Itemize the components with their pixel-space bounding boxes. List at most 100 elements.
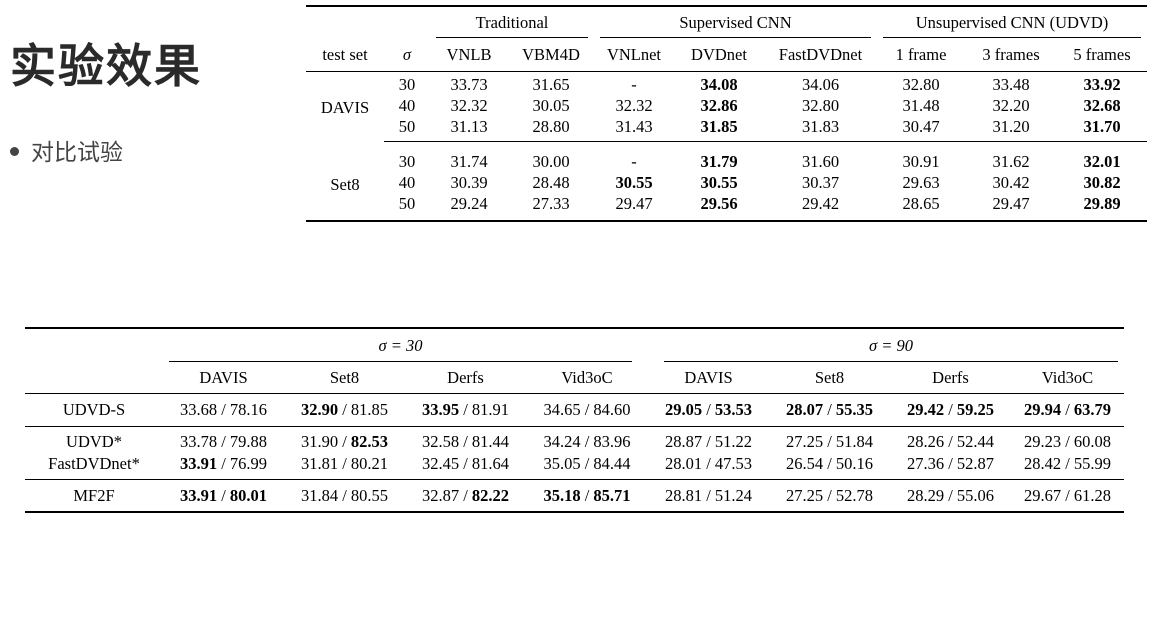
psnr-value: 31.81 — [300, 454, 339, 473]
value-cell: 30.55 — [615, 173, 653, 193]
separator: / — [217, 432, 230, 451]
group-header-row: σ = 30 σ = 90 — [25, 328, 1124, 362]
group-header: Traditional — [430, 8, 594, 38]
method-label: FastDVDnet* — [25, 453, 163, 480]
value-cell: 32.86 — [700, 95, 738, 115]
value-cell: 31.20 — [965, 116, 1057, 143]
value-cell: 31.62 — [992, 152, 1030, 172]
value-cell: 29.47 — [992, 193, 1030, 213]
separator: / — [580, 454, 594, 473]
value-cell: 33.68 / 78.16 — [163, 393, 284, 427]
ssim-value: 50.16 — [835, 454, 874, 473]
psnr-value: 29.42 — [906, 400, 945, 419]
psnr-value: 33.91 — [179, 454, 218, 473]
value-cell: 31.74 — [450, 152, 488, 172]
psnr-value: 28.29 — [906, 486, 945, 505]
separator: / — [459, 486, 472, 505]
value-cell: 34.06 — [801, 75, 840, 94]
ssim-value: 51.24 — [714, 486, 753, 505]
value-cell: 28.01 / 47.53 — [648, 453, 769, 480]
ssim-value: 59.25 — [956, 400, 995, 419]
psnr-value: 34.24 — [543, 432, 581, 451]
column-header: Derfs — [405, 362, 526, 394]
value-cell: 30.00 — [532, 152, 570, 172]
value-cell: 29.47 — [615, 193, 653, 213]
group-header: Unsupervised CNN (UDVD) — [877, 8, 1147, 38]
separator: / — [944, 454, 957, 473]
separator: / — [459, 454, 472, 473]
value-cell: 30.37 — [801, 173, 840, 193]
value-cell: 34.08 — [700, 75, 738, 94]
psnr-value: 29.67 — [1023, 486, 1062, 505]
value-cell: 29.42 — [801, 193, 840, 213]
value-cell: 28.26 / 52.44 — [890, 427, 1011, 454]
value-cell: 31.70 — [1057, 116, 1147, 143]
psnr-value: 29.94 — [1023, 400, 1062, 419]
ssim-value: 76.99 — [229, 454, 268, 473]
separator: / — [459, 432, 472, 451]
ssim-value: 52.87 — [956, 454, 995, 473]
value-cell: 30.39 — [450, 173, 488, 193]
results-table-ssim: σ = 30 σ = 90 DAVIS Set8 Derfs Vid3oC DA… — [25, 327, 1124, 513]
value-cell: 30.05 — [532, 95, 570, 115]
column-header: Set8 — [769, 362, 890, 394]
separator: / — [702, 454, 715, 473]
psnr-value: 32.58 — [421, 432, 460, 451]
separator: / — [217, 454, 230, 473]
method-label: UDVD-S — [25, 393, 163, 427]
psnr-value: 26.54 — [785, 454, 824, 473]
value-cell: 32.45 / 81.64 — [405, 453, 526, 480]
value-cell: - — [631, 152, 637, 172]
ssim-value: 61.28 — [1073, 486, 1112, 505]
value-cell: 34.24 / 83.96 — [526, 427, 648, 454]
column-header: 5 frames — [1057, 38, 1147, 72]
value-cell: 32.68 — [1083, 95, 1121, 115]
column-header: Vid3oC — [1011, 362, 1124, 394]
column-header: test set — [306, 38, 384, 72]
psnr-value: 35.18 — [543, 486, 581, 505]
value-cell: 29.56 — [700, 193, 738, 213]
value-cell: 32.32 — [450, 95, 488, 115]
results-table-sigma: Traditional Supervised CNN Unsupervised … — [306, 5, 1147, 222]
psnr-value: 28.81 — [664, 486, 703, 505]
value-cell: 27.33 — [532, 193, 570, 213]
separator: / — [1061, 486, 1074, 505]
ssim-value: 55.35 — [835, 400, 874, 419]
test-set-label: DAVIS — [320, 98, 370, 118]
psnr-value: 32.90 — [300, 400, 339, 419]
psnr-value: 28.87 — [664, 432, 703, 451]
separator: / — [823, 486, 836, 505]
ssim-value: 47.53 — [714, 454, 753, 473]
ssim-value: 81.85 — [350, 400, 389, 419]
value-cell: 34.65 / 84.60 — [526, 393, 648, 427]
psnr-value: 32.87 — [421, 486, 460, 505]
group-header-row: Traditional Supervised CNN Unsupervised … — [306, 6, 1147, 38]
table-row: UDVD-S 33.68 / 78.16 32.90 / 81.85 33.95 / … — [25, 393, 1124, 427]
ssim-value: 81.91 — [471, 400, 510, 419]
column-header-row: DAVIS Set8 Derfs Vid3oC DAVIS Set8 Derfs… — [25, 362, 1124, 394]
value-cell: 33.92 — [1083, 75, 1121, 94]
separator: / — [702, 432, 715, 451]
ssim-value: 80.21 — [350, 454, 389, 473]
value-cell: 32.20 — [992, 95, 1030, 115]
slide-title: 实验效果 — [10, 39, 202, 93]
group-header: σ = 30 — [163, 329, 638, 362]
separator: / — [1061, 400, 1074, 419]
psnr-value: 33.68 — [179, 400, 218, 419]
test-set-label: Set8 — [330, 175, 360, 195]
value-cell: 28.80 — [508, 116, 594, 143]
column-header: σ — [384, 38, 430, 72]
value-cell: 33.95 / 81.91 — [405, 393, 526, 427]
ssim-value: 81.64 — [471, 454, 510, 473]
separator: / — [217, 486, 230, 505]
value-cell: 31.83 — [764, 116, 877, 143]
value-cell: 29.05 / 53.53 — [648, 393, 769, 427]
value-cell: 28.65 — [902, 193, 940, 213]
column-header: Derfs — [890, 362, 1011, 394]
separator: / — [702, 400, 715, 419]
ssim-value: 55.99 — [1073, 454, 1112, 473]
psnr-value: 27.25 — [785, 432, 824, 451]
value-cell: 33.91 / 76.99 — [163, 453, 284, 480]
value-cell: 26.54 / 50.16 — [769, 453, 890, 480]
table-row: FastDVDnet* 33.91 / 76.99 31.81 / 80.21 32.… — [25, 453, 1124, 480]
